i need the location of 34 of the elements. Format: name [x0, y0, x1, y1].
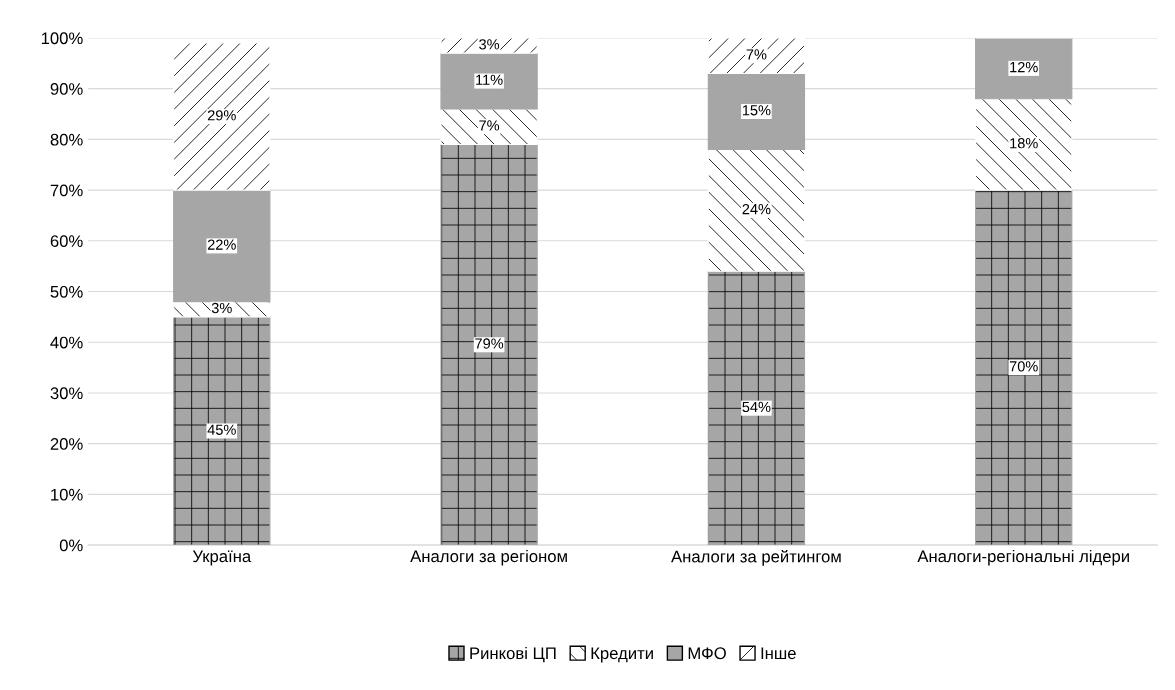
y-tick-label: 80%	[50, 133, 83, 146]
y-tick-label: 60%	[50, 235, 83, 248]
legend-label: Інше	[761, 647, 796, 660]
data-label: 79%	[475, 338, 504, 349]
y-tick-label: 50%	[50, 285, 83, 298]
data-label: 22%	[207, 239, 236, 250]
y-tick-label: 90%	[50, 83, 83, 95]
x-tick-label: Аналоги за рейтингом	[671, 549, 841, 566]
data-label: 12%	[1010, 61, 1038, 73]
y-tick-label: 70%	[50, 184, 83, 197]
legend-label: Ринкові ЦП	[470, 646, 556, 663]
data-label: 70%	[1009, 361, 1038, 372]
data-label: 11%	[476, 74, 503, 85]
x-tick-label: Україна	[192, 550, 252, 566]
y-tick-label: 0%	[59, 539, 83, 552]
y-tick-label: 30%	[50, 387, 83, 400]
data-label: 18%	[1010, 138, 1038, 149]
legend-label: Кредити	[591, 647, 653, 663]
data-label: 7%	[746, 49, 767, 60]
data-label: 29%	[207, 110, 236, 121]
x-tick-label: Аналоги-регіональні лідери	[917, 549, 1129, 566]
data-label: 24%	[742, 203, 771, 215]
y-tick-label: 40%	[50, 336, 83, 349]
y-tick-label: 100%	[41, 32, 83, 45]
data-label: 54%	[742, 401, 771, 413]
data-label: 15%	[742, 105, 771, 116]
x-tick-label: Аналоги за регіоном	[410, 549, 567, 566]
legend-label: МФО	[688, 647, 726, 660]
data-label: 3%	[479, 39, 500, 50]
y-tick-label: 10%	[51, 488, 83, 501]
y-tick-label: 20%	[50, 438, 83, 450]
data-label: 45%	[207, 424, 236, 435]
data-label: 7%	[479, 120, 500, 131]
data-label: 3%	[211, 302, 232, 314]
